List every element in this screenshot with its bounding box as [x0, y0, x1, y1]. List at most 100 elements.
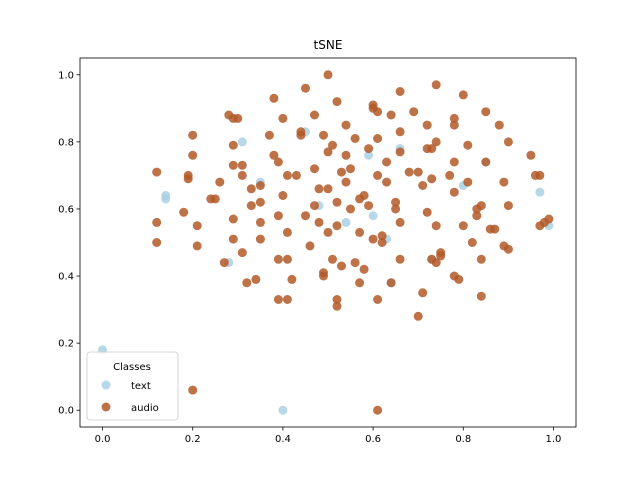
- point-audio-73: [337, 261, 346, 271]
- point-audio-119: [427, 174, 437, 184]
- point-audio-152: [503, 244, 513, 254]
- point-audio-75: [341, 120, 351, 130]
- point-audio-97: [377, 231, 387, 241]
- point-audio-40: [273, 295, 283, 304]
- point-audio-62: [323, 70, 333, 80]
- legend-label-text: text: [131, 381, 151, 392]
- point-audio-130: [449, 157, 459, 167]
- point-text-10: [237, 137, 247, 147]
- point-audio-20: [228, 214, 238, 224]
- point-audio-96: [377, 238, 387, 247]
- point-audio-23: [237, 160, 247, 170]
- point-audio-1: [373, 405, 383, 415]
- point-audio-72: [332, 301, 342, 311]
- point-audio-137: [463, 140, 473, 150]
- point-audio-18: [228, 140, 238, 150]
- point-text-3: [161, 194, 171, 204]
- point-audio-46: [282, 295, 292, 304]
- point-audio-102: [391, 197, 401, 207]
- point-audio-84: [355, 227, 365, 237]
- point-audio-47: [287, 274, 297, 284]
- point-audio-109: [404, 167, 414, 177]
- point-audio-94: [373, 170, 383, 180]
- point-audio-118: [427, 144, 437, 154]
- point-audio-111: [413, 311, 423, 321]
- plot-frame: [79, 57, 577, 428]
- x-tick-label: 0.2: [185, 434, 201, 445]
- point-audio-24: [237, 170, 247, 180]
- point-audio-37: [273, 157, 283, 167]
- point-audio-9: [188, 150, 198, 160]
- point-audio-121: [431, 80, 441, 90]
- point-audio-115: [422, 120, 432, 130]
- point-audio-27: [246, 184, 256, 194]
- point-audio-145: [481, 157, 491, 167]
- point-audio-149: [499, 177, 509, 187]
- point-audio-11: [192, 221, 202, 231]
- point-audio-22: [233, 113, 243, 123]
- point-text-1: [278, 405, 288, 415]
- point-audio-57: [314, 184, 324, 194]
- y-tick-label: 0.0: [58, 406, 74, 417]
- point-text-4: [364, 150, 374, 160]
- point-audio-76: [341, 150, 351, 160]
- point-audio-44: [282, 227, 292, 237]
- point-audio-98: [382, 157, 392, 167]
- point-audio-91: [368, 234, 378, 244]
- point-audio-110: [409, 107, 419, 117]
- point-audio-55: [310, 110, 319, 120]
- point-audio-60: [319, 271, 328, 281]
- point-audio-141: [476, 201, 486, 211]
- point-audio-106: [395, 147, 405, 157]
- point-audio-157: [535, 170, 545, 180]
- point-audio-50: [296, 127, 306, 137]
- point-audio-70: [332, 221, 342, 231]
- point-audio-53: [305, 241, 315, 251]
- chart-title: tSNE: [314, 38, 343, 52]
- point-audio-135: [458, 221, 468, 231]
- point-audio-19: [228, 160, 238, 170]
- point-audio-64: [323, 184, 333, 194]
- point-audio-139: [472, 211, 482, 221]
- point-audio-15: [219, 258, 229, 268]
- point-audio-80: [350, 134, 360, 143]
- point-audio-151: [503, 201, 513, 211]
- point-audio-95: [373, 295, 383, 304]
- point-audio-104: [395, 87, 405, 96]
- point-audio-108: [395, 254, 405, 264]
- point-audio-81: [350, 258, 360, 268]
- point-audio-26: [242, 278, 252, 288]
- point-audio-103: [391, 204, 401, 214]
- point-audio-30: [255, 181, 265, 190]
- point-audio-142: [476, 254, 486, 264]
- point-audio-147: [490, 224, 500, 234]
- point-audio-10: [192, 241, 202, 251]
- point-text-6: [535, 187, 545, 197]
- point-audio-35: [269, 93, 279, 103]
- point-audio-38: [273, 211, 283, 221]
- point-audio-131: [449, 187, 459, 197]
- point-audio-86: [359, 191, 369, 200]
- point-audio-45: [282, 254, 292, 264]
- point-audio-134: [458, 90, 468, 100]
- point-audio-66: [328, 140, 337, 150]
- point-audio-42: [278, 191, 288, 200]
- point-audio-99: [382, 177, 392, 187]
- y-tick-label: 0.6: [58, 204, 74, 215]
- point-audio-114: [418, 288, 428, 298]
- point-audio-39: [273, 254, 283, 264]
- point-audio-56: [310, 201, 319, 211]
- point-audio-25: [237, 248, 247, 258]
- point-audio-126: [436, 251, 446, 261]
- point-audio-138: [467, 238, 477, 247]
- point-audio-52: [301, 211, 310, 221]
- x-tick-label: 1.0: [546, 434, 562, 445]
- point-audio-7: [183, 174, 193, 184]
- point-audio-0: [188, 385, 198, 395]
- point-audio-144: [481, 107, 491, 117]
- point-audio-88: [364, 144, 374, 154]
- point-audio-33: [255, 197, 265, 207]
- point-audio-71: [332, 295, 342, 304]
- x-tick-label: 0.0: [95, 434, 111, 445]
